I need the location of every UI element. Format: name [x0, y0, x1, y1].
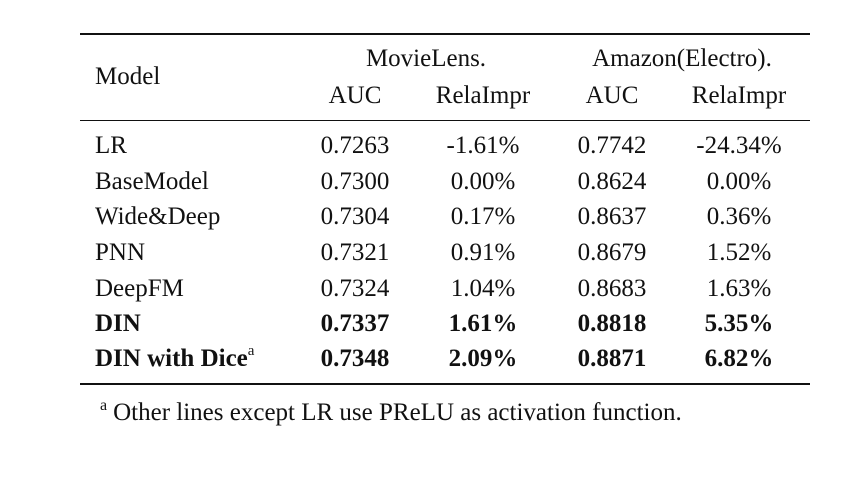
ml-auc-cell: 0.7304 [320, 203, 390, 230]
ml-auc-cell: 0.7337 [320, 310, 390, 337]
am-auc-cell: 0.8683 [577, 275, 647, 302]
ml-relaimpr-cell: 0.91% [450, 239, 516, 266]
model-cell: DIN [95, 310, 141, 337]
ml-auc-cell: 0.7348 [320, 345, 390, 372]
ml-relaimpr-cell: -1.61% [446, 132, 520, 159]
model-cell: PNN [95, 239, 146, 266]
table-footnote: a Other lines except LR use PReLU as acti… [100, 397, 682, 431]
ml-auc-cell: 0.7324 [320, 275, 390, 302]
footnote-text: Other lines except LR use PReLU as activ… [113, 399, 682, 426]
am-auc-cell: 0.7742 [577, 132, 647, 159]
ml-auc-cell: 0.7321 [320, 239, 390, 266]
am-auc-cell: 0.8637 [577, 203, 647, 230]
am-auc-cell: 0.8871 [577, 345, 647, 372]
am-relaimpr-cell: 0.00% [706, 168, 772, 195]
ml-auc-cell: 0.7263 [320, 132, 390, 159]
group-header-amazon: Amazon(Electro). [592, 45, 772, 72]
model-cell-text: DIN with Dice [95, 345, 248, 372]
am-relaimpr-cell: 1.63% [706, 275, 772, 302]
footnote-marker: a [247, 342, 255, 359]
model-cell: LR [95, 132, 127, 159]
group-header-movielens: MovieLens. [365, 45, 487, 72]
ml-auc-cell: 0.7300 [320, 168, 390, 195]
bottom-rule [80, 383, 810, 385]
am-relaimpr-cell: 5.35% [704, 310, 774, 337]
col-header-ml-auc: AUC [328, 82, 382, 109]
ml-relaimpr-cell: 1.04% [450, 275, 516, 302]
am-relaimpr-cell: 1.52% [706, 239, 772, 266]
am-relaimpr-cell: 0.36% [706, 203, 772, 230]
model-cell: Wide&Deep [95, 203, 221, 230]
col-header-am-auc: AUC [585, 82, 639, 109]
footnote-mark: a [100, 397, 108, 414]
ml-relaimpr-cell: 1.61% [448, 310, 518, 337]
model-cell: DeepFM [95, 275, 184, 302]
model-cell: DIN with Dicea [95, 342, 255, 374]
am-relaimpr-cell: 6.82% [704, 345, 774, 372]
ml-relaimpr-cell: 0.17% [450, 203, 516, 230]
am-auc-cell: 0.8818 [577, 310, 647, 337]
header-rule [80, 120, 810, 121]
ml-relaimpr-cell: 2.09% [448, 345, 518, 372]
am-auc-cell: 0.8624 [577, 168, 647, 195]
model-header: Model [95, 63, 161, 90]
model-cell: BaseModel [95, 168, 209, 195]
col-header-am-relaimpr: RelaImpr [691, 82, 787, 109]
col-header-ml-relaimpr: RelaImpr [435, 82, 531, 109]
am-auc-cell: 0.8679 [577, 239, 647, 266]
ml-relaimpr-cell: 0.00% [450, 168, 516, 195]
am-relaimpr-cell: -24.34% [696, 132, 782, 159]
top-rule [80, 33, 810, 35]
